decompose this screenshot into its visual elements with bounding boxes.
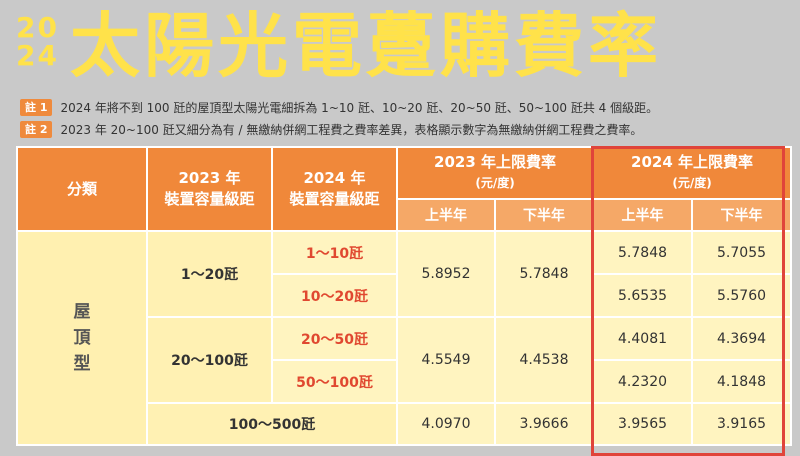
rate-2024-h1: 5.6535 [592, 273, 694, 318]
note-tag: 註 2 [20, 120, 53, 138]
range-2024: 20～50瓩 [271, 316, 398, 361]
rate-2023-h2: 3.9666 [493, 402, 595, 446]
rate-2024-h1: 4.4081 [592, 316, 694, 361]
rate-2024-h2: 5.7055 [691, 230, 793, 275]
page-header: 20 24 太陽光電躉購費率 [14, 5, 794, 88]
header-2023-range: 2023 年 裝置容量級距 [146, 146, 273, 232]
range-2023: 20～100瓩 [146, 316, 273, 404]
range-2024: 1～10瓩 [271, 230, 398, 275]
header-2024-rate: 2024 年上限費率 (元/度) [592, 146, 793, 200]
rate-2023-h1: 5.8952 [396, 230, 496, 318]
header-2024-line1: 2024 年 [303, 169, 366, 187]
header-2024-first-half: 上半年 [592, 198, 694, 232]
header-category: 分類 [16, 146, 148, 232]
note-1: 註 1 2024 年將不到 100 瓩的屋頂型太陽光電細拆為 1~10 瓩、10… [20, 97, 790, 117]
rate-2023-h2: 4.4538 [493, 316, 595, 404]
header-2023-first-half: 上半年 [396, 198, 496, 232]
table-row: 100～500瓩 4.0970 3.9666 3.9565 3.9165 [17, 402, 793, 446]
note-text: 2024 年將不到 100 瓩的屋頂型太陽光電細拆為 1~10 瓩、10~20 … [60, 100, 659, 115]
notes: 註 1 2024 年將不到 100 瓩的屋頂型太陽光電細拆為 1~10 瓩、10… [20, 97, 790, 141]
header-2024-line2: 裝置容量級距 [289, 190, 380, 208]
rate-2024-h2: 3.9165 [691, 402, 793, 446]
header-2023-line2: 裝置容量級距 [164, 190, 255, 208]
range-2024: 10～20瓩 [271, 273, 398, 318]
range-2024: 50～100瓩 [271, 359, 398, 404]
header-2024-rate-unit: (元/度) [672, 176, 712, 190]
category-rooftop: 屋 頂 型 [16, 230, 148, 446]
page-title: 太陽光電躉購費率 [70, 5, 662, 87]
year-label: 20 24 [16, 14, 60, 70]
category-char: 屋 [73, 302, 91, 322]
year-top: 20 [16, 11, 59, 44]
rate-2024-h1: 4.2320 [592, 359, 694, 404]
note-2: 註 2 2023 年 20~100 瓩又細分為有 / 無繳納併網工程費之費率差異… [20, 119, 790, 139]
header-2023-rate: 2023 年上限費率 (元/度) [395, 146, 595, 200]
rate-2024-h1: 3.9565 [592, 402, 694, 446]
rate-2024-h1: 5.7848 [592, 230, 694, 275]
header-2023-second-half: 下半年 [493, 198, 595, 232]
note-text: 2023 年 20~100 瓩又細分為有 / 無繳納併網工程費之費率差異，表格顯… [60, 122, 643, 137]
category-char: 頂 [73, 328, 91, 348]
table-row: 20～100瓩 20～50瓩 4.5549 4.4538 4.4081 4.36… [17, 316, 793, 404]
rate-2023-h1: 4.5549 [396, 316, 496, 404]
range-2023: 1～20瓩 [146, 230, 273, 318]
table-row: 屋 頂 型 1～20瓩 1～10瓩 5.8952 5.7848 5.7848 5… [16, 230, 793, 446]
rate-2024-h2: 5.5760 [691, 273, 793, 318]
header-2024-range: 2024 年 裝置容量級距 [271, 146, 398, 232]
header-2024-second-half: 下半年 [691, 198, 793, 232]
year-bottom: 24 [16, 39, 59, 72]
category-char: 型 [73, 354, 91, 374]
rate-2023-h2: 5.7848 [493, 230, 595, 318]
header-2023-rate-title: 2023 年上限費率 [434, 153, 556, 171]
rate-2024-h2: 4.3694 [691, 316, 793, 361]
header-2024-rate-title: 2024 年上限費率 [631, 153, 754, 171]
range-shared: 100～500瓩 [146, 402, 398, 446]
note-tag: 註 1 [20, 98, 53, 116]
rate-2023-h1: 4.0970 [396, 402, 496, 446]
rate-table: 分類 2023 年 裝置容量級距 2024 年 裝置容量級距 2023 年上限費… [16, 146, 793, 446]
rate-2024-h2: 4.1848 [691, 359, 793, 404]
header-2023-line1: 2023 年 [178, 169, 241, 187]
table-row: 10～20瓩 5.6535 5.5760 [17, 273, 793, 318]
header-2023-rate-unit: (元/度) [475, 176, 515, 190]
table-row: 50～100瓩 4.2320 4.1848 [17, 359, 793, 404]
